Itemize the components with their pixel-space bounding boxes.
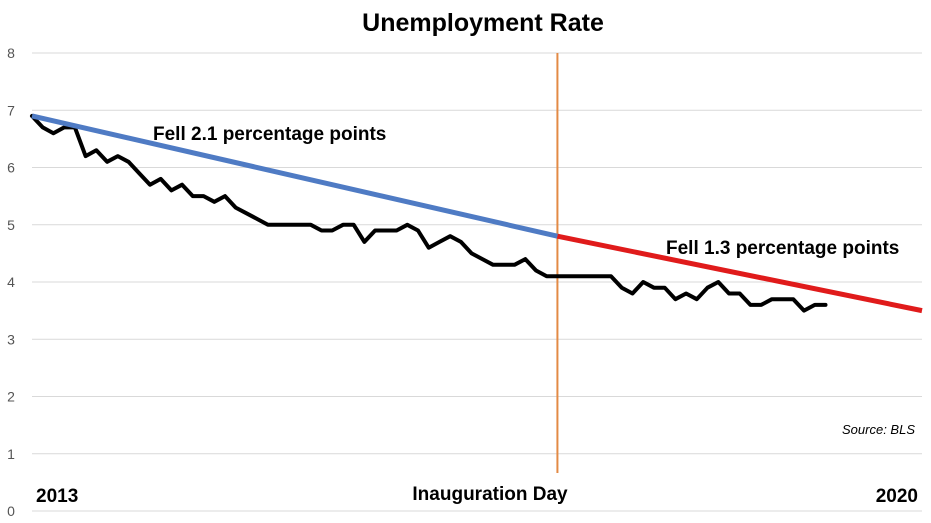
data-point	[395, 229, 398, 232]
data-point	[416, 229, 420, 232]
x-label-inauguration-day: Inauguration Day	[412, 484, 568, 505]
data-point	[620, 286, 623, 289]
data-point	[481, 257, 484, 261]
data-point	[180, 183, 184, 186]
data-point	[534, 269, 538, 272]
data-point	[663, 286, 666, 289]
data-point	[566, 275, 570, 278]
data-point	[427, 246, 430, 249]
data-point	[577, 275, 581, 278]
data-point	[331, 229, 334, 232]
source-note: Source: BLS	[842, 422, 915, 437]
data-point	[749, 303, 752, 307]
x-label-2013: 2013	[36, 486, 78, 507]
data-point	[159, 177, 162, 181]
data-point	[599, 275, 602, 278]
y-tick-label-4: 4	[7, 274, 15, 290]
data-point	[524, 257, 527, 261]
data-point	[320, 229, 323, 232]
annotation-fell-1-3: Fell 1.3 percentage points	[666, 238, 899, 259]
data-point	[695, 297, 699, 301]
data-point	[674, 297, 677, 301]
y-tick-label-6: 6	[7, 160, 15, 176]
data-point	[406, 223, 409, 226]
data-point	[470, 252, 473, 255]
data-point	[642, 280, 645, 284]
data-point	[727, 292, 731, 295]
data-point	[52, 131, 55, 135]
trendline-blue	[31, 113, 558, 239]
data-point	[148, 183, 152, 186]
data-point	[170, 189, 173, 192]
data-point	[223, 194, 227, 198]
trendline-red	[556, 233, 923, 314]
data-point	[588, 275, 591, 278]
data-point	[438, 240, 441, 244]
data-point	[191, 194, 195, 198]
data-point	[234, 206, 237, 209]
data-point	[448, 235, 452, 238]
y-tick-label-2: 2	[7, 389, 15, 405]
data-point	[41, 126, 44, 129]
data-point	[684, 292, 688, 295]
data-point	[384, 229, 388, 232]
data-point	[352, 223, 355, 226]
data-point	[116, 154, 119, 158]
data-point	[62, 126, 66, 129]
data-point	[502, 263, 506, 267]
y-tick-label-3: 3	[7, 331, 15, 347]
data-point	[277, 223, 280, 226]
y-tick-label-0: 0	[7, 503, 15, 519]
data-point	[545, 275, 548, 278]
y-axis-ticks: 0 1 2 3 4 5 6 7 8	[7, 45, 15, 519]
data-point	[266, 223, 270, 226]
data-point	[138, 172, 141, 175]
data-point	[309, 223, 312, 226]
data-point	[491, 263, 495, 267]
chart-title: Unemployment Rate	[362, 9, 604, 37]
data-point	[298, 223, 302, 226]
gridlines	[32, 52, 922, 512]
data-point	[781, 297, 784, 301]
data-point	[213, 200, 216, 204]
data-point	[105, 160, 109, 163]
trendline-layer	[31, 113, 923, 314]
data-point	[824, 303, 827, 307]
data-point	[84, 154, 87, 158]
data-point	[202, 194, 205, 198]
data-point	[95, 149, 98, 152]
data-point	[802, 309, 806, 312]
y-tick-label-1: 1	[7, 446, 15, 462]
data-point	[127, 160, 130, 163]
annotation-fell-2-1: Fell 2.1 percentage points	[153, 124, 386, 145]
y-tick-label-7: 7	[7, 102, 15, 118]
x-label-2020: 2020	[876, 486, 918, 507]
data-point	[288, 223, 291, 226]
data-point	[556, 275, 559, 278]
data-point	[770, 297, 774, 301]
data-point	[255, 217, 259, 221]
data-point	[341, 223, 345, 226]
data-point	[738, 292, 741, 295]
data-point	[813, 303, 816, 307]
data-point	[792, 297, 795, 301]
data-point	[513, 263, 516, 267]
data-point	[706, 286, 709, 289]
y-tick-label-5: 5	[7, 217, 15, 233]
data-point	[631, 292, 634, 295]
data-point	[609, 275, 613, 278]
data-point	[363, 240, 366, 244]
data-point	[759, 303, 763, 307]
data-point	[652, 286, 656, 289]
data-point	[373, 229, 377, 232]
data-point	[245, 212, 248, 215]
data-point	[717, 280, 720, 284]
data-point	[459, 240, 463, 244]
y-tick-label-8: 8	[7, 45, 15, 61]
